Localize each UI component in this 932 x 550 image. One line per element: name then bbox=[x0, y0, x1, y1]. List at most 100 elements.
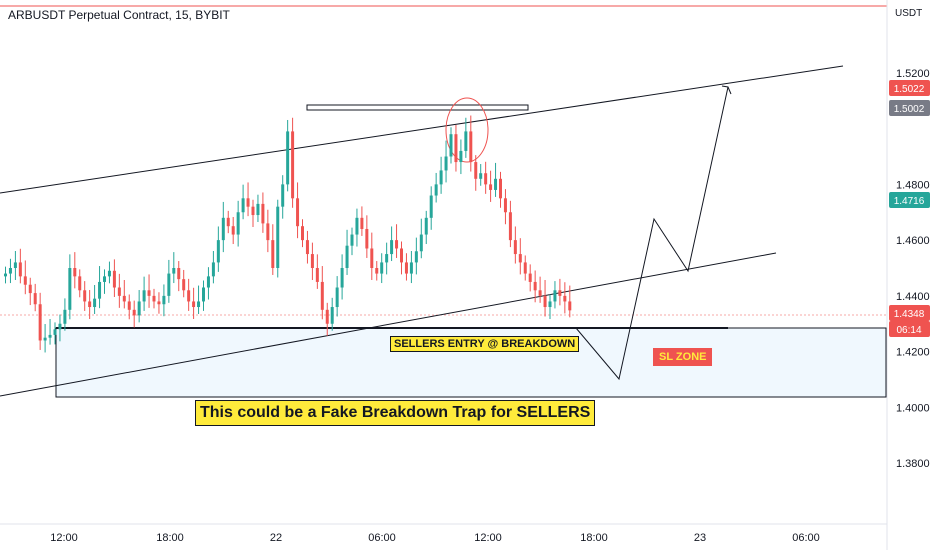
candle-body bbox=[182, 279, 186, 291]
y-tick-label: 1.4600 bbox=[896, 235, 930, 247]
candle-body bbox=[523, 262, 527, 274]
candle-body bbox=[112, 270, 116, 288]
candle-body bbox=[345, 245, 349, 268]
sellers-entry-label: SELLERS ENTRY @ BREAKDOWN bbox=[390, 336, 580, 352]
candle-body bbox=[414, 251, 418, 263]
x-tick-label: 06:00 bbox=[792, 532, 820, 544]
candle-body bbox=[375, 268, 379, 274]
candle-body bbox=[494, 178, 498, 190]
candle-body bbox=[137, 301, 141, 316]
projection-path bbox=[575, 86, 729, 381]
candle-body bbox=[474, 162, 478, 179]
candle-body bbox=[320, 281, 324, 310]
candle-body bbox=[211, 262, 215, 277]
candle-body bbox=[157, 301, 161, 305]
candle-body bbox=[454, 134, 458, 163]
candle-body bbox=[63, 309, 67, 324]
candle-body bbox=[4, 273, 7, 277]
candle-body bbox=[231, 226, 235, 235]
candle-body bbox=[142, 290, 146, 302]
time-axis[interactable]: 12:00 18:00 22 06:00 12:00 18:00 23 06:00 bbox=[50, 532, 820, 544]
projection-arrowhead bbox=[721, 85, 732, 95]
candle-body bbox=[419, 234, 423, 252]
candle-body bbox=[459, 150, 463, 163]
candle-body bbox=[177, 268, 181, 280]
candle-body bbox=[533, 281, 537, 291]
chart-title: ARBUSDT Perpetual Contract, 15, BYBIT bbox=[8, 8, 230, 22]
y-tick-label: 1.4400 bbox=[896, 291, 930, 303]
candle-body bbox=[538, 290, 542, 296]
candle-body bbox=[305, 240, 309, 255]
candle-body bbox=[192, 301, 196, 308]
y-tick-label: 1.4800 bbox=[896, 179, 930, 191]
trap-label: This could be a Fake Breakdown Trap for … bbox=[195, 400, 596, 426]
candle-body bbox=[370, 248, 374, 268]
candle-body bbox=[553, 290, 557, 302]
candle-body bbox=[162, 295, 166, 305]
candle-body bbox=[93, 298, 97, 308]
candle-body bbox=[98, 281, 102, 299]
candle-body bbox=[167, 273, 171, 296]
candle-body bbox=[281, 184, 285, 207]
price-tag-bg bbox=[889, 80, 930, 96]
candle-body bbox=[246, 198, 250, 207]
candle-body bbox=[518, 254, 522, 263]
price-tag-bg bbox=[889, 305, 930, 321]
candle-body bbox=[395, 240, 399, 249]
candle-body bbox=[508, 212, 512, 241]
candle-body bbox=[464, 131, 468, 151]
candle-body bbox=[43, 337, 47, 341]
candle-body bbox=[489, 184, 493, 190]
candle-body bbox=[325, 309, 329, 324]
candle-body bbox=[197, 301, 201, 308]
candle-body bbox=[503, 198, 507, 213]
candle-body bbox=[390, 240, 394, 255]
candle-body bbox=[563, 295, 567, 302]
price-tag-label: 1.4716 bbox=[894, 196, 925, 207]
candle-body bbox=[528, 273, 532, 282]
price-axis[interactable]: 1.5200 1.4800 1.4600 1.4400 1.4200 1.4000 1.38… bbox=[896, 68, 930, 470]
channel-upper-line bbox=[0, 65, 844, 194]
candle-body bbox=[241, 198, 245, 213]
candle-body bbox=[404, 262, 408, 274]
candle-body bbox=[88, 301, 92, 308]
candle-body bbox=[256, 203, 260, 216]
candle-body bbox=[568, 301, 572, 311]
candle-body bbox=[266, 223, 270, 241]
candle-body bbox=[221, 217, 225, 241]
candle-body bbox=[236, 212, 240, 235]
candle-body bbox=[439, 170, 443, 185]
candle-body bbox=[251, 206, 255, 216]
candle-body bbox=[83, 290, 87, 302]
candle-body bbox=[38, 304, 42, 341]
candle-body bbox=[360, 217, 364, 229]
price-tags: 1.5022 1.5002 1.4716 1.4348 06:14 bbox=[889, 80, 930, 337]
candle-body bbox=[350, 234, 354, 246]
candle-body bbox=[271, 240, 275, 268]
candle-body bbox=[355, 217, 359, 235]
candle-body bbox=[310, 254, 314, 268]
candle-body bbox=[291, 131, 295, 199]
candle-body bbox=[53, 329, 57, 335]
candle-body bbox=[513, 240, 517, 255]
price-tag-label: 1.5022 bbox=[894, 84, 925, 95]
candle-body bbox=[449, 134, 453, 157]
candle-body bbox=[127, 301, 131, 310]
candle-body bbox=[13, 262, 17, 268]
candle-body bbox=[132, 309, 136, 316]
y-tick-label: 1.5200 bbox=[896, 68, 930, 80]
candle-body bbox=[479, 173, 483, 179]
candle-body bbox=[68, 268, 72, 310]
y-tick-label: 1.4000 bbox=[896, 402, 930, 414]
candle-body bbox=[78, 276, 82, 291]
x-tick-label: 22 bbox=[270, 532, 282, 544]
candle-body bbox=[216, 240, 220, 263]
y-tick-label: 1.3800 bbox=[896, 458, 930, 470]
candle-body bbox=[122, 295, 126, 302]
candles-group bbox=[4, 115, 572, 353]
y-tick-label: 1.4200 bbox=[896, 347, 930, 359]
candle-body bbox=[103, 276, 106, 282]
candle-body bbox=[226, 217, 230, 227]
candle-body bbox=[202, 287, 205, 302]
